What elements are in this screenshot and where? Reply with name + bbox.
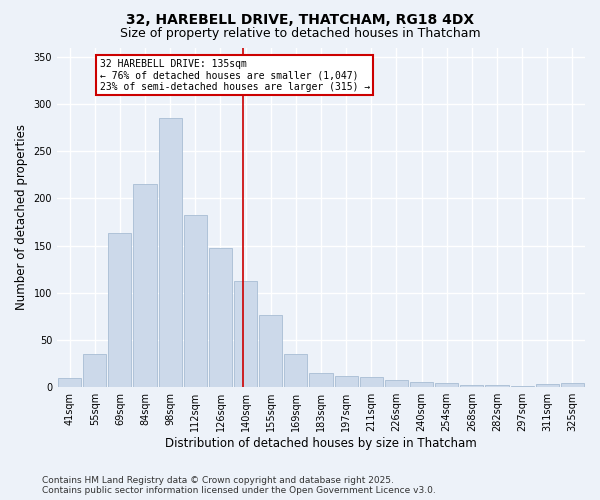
Bar	[385, 380, 408, 387]
Bar	[561, 384, 584, 387]
Bar	[209, 248, 232, 387]
Bar	[133, 184, 157, 387]
Bar	[234, 280, 257, 387]
Bar	[335, 376, 358, 387]
Text: 32 HAREBELL DRIVE: 135sqm
← 76% of detached houses are smaller (1,047)
23% of se: 32 HAREBELL DRIVE: 135sqm ← 76% of detac…	[100, 59, 370, 92]
Bar	[158, 118, 182, 387]
Bar	[259, 314, 283, 387]
Bar	[284, 354, 307, 387]
Y-axis label: Number of detached properties: Number of detached properties	[15, 124, 28, 310]
Bar	[360, 377, 383, 387]
Bar	[485, 386, 509, 387]
Bar	[536, 384, 559, 387]
Text: Contains HM Land Registry data © Crown copyright and database right 2025.
Contai: Contains HM Land Registry data © Crown c…	[42, 476, 436, 495]
Bar	[410, 382, 433, 387]
X-axis label: Distribution of detached houses by size in Thatcham: Distribution of detached houses by size …	[165, 437, 477, 450]
Bar	[83, 354, 106, 387]
Text: 32, HAREBELL DRIVE, THATCHAM, RG18 4DX: 32, HAREBELL DRIVE, THATCHAM, RG18 4DX	[126, 12, 474, 26]
Text: Size of property relative to detached houses in Thatcham: Size of property relative to detached ho…	[119, 28, 481, 40]
Bar	[184, 214, 207, 387]
Bar	[511, 386, 534, 387]
Bar	[310, 373, 332, 387]
Bar	[460, 386, 484, 387]
Bar	[435, 384, 458, 387]
Bar	[58, 378, 81, 387]
Bar	[109, 234, 131, 387]
